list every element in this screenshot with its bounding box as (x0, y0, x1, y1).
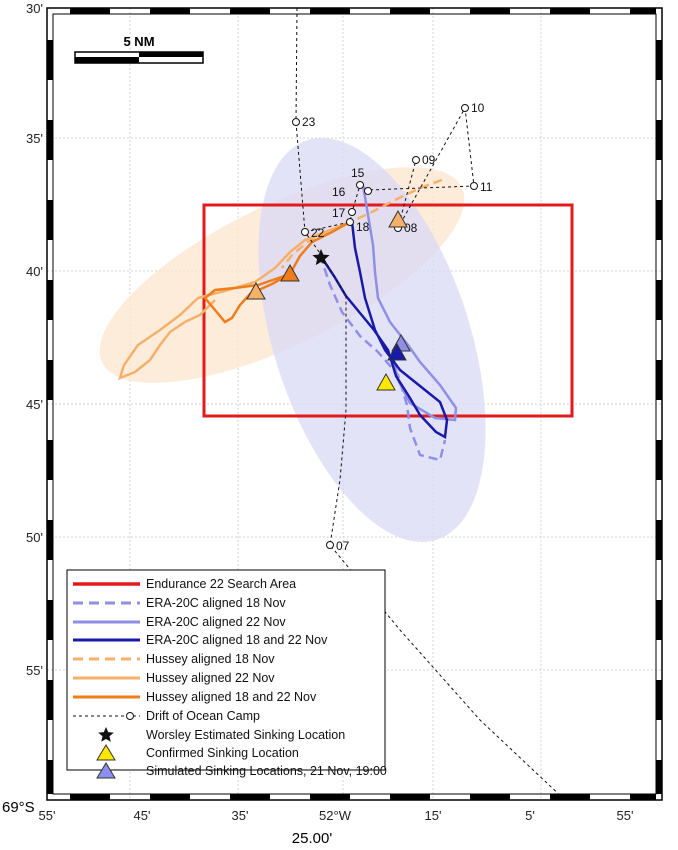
hussey-22-nov-sinking-triangle (246, 281, 266, 300)
lon-tick-label: 52°W (319, 808, 352, 823)
scale-bar: 5 NM (74, 34, 204, 64)
lon-tick-label: 55' (617, 808, 634, 823)
legend-box (66, 569, 386, 771)
camp-label: 22 (311, 226, 325, 240)
legend-label: Simulated Sinking Locations, 21 Nov, 19:… (146, 764, 387, 778)
lon-tick-label: 35' (232, 808, 249, 823)
legend-label: Drift of Ocean Camp (146, 709, 260, 723)
legend-label: Worsley Estimated Sinking Location (146, 728, 345, 742)
hussey-18-22-nov-sinking-triangle (280, 263, 300, 282)
legend-label: ERA-20C aligned 18 Nov (146, 596, 286, 610)
camp-label: 23 (302, 115, 316, 129)
map-frame-outer (46, 7, 663, 801)
legend-label: Confirmed Sinking Location (146, 746, 299, 760)
legend-label: ERA-20C aligned 22 Nov (146, 615, 286, 629)
lon-tick-label: 45' (134, 808, 151, 823)
hussey-22-nov-track (118, 220, 351, 381)
yellow-triangle-icon (96, 744, 116, 761)
open-circle-icon (126, 712, 134, 720)
open-circle-icon (412, 156, 420, 164)
open-circle-icon (348, 208, 356, 216)
camp-label: 11 (480, 180, 493, 194)
era-18-22-nov-sinking-triangle (387, 342, 407, 361)
camp-label: 09 (422, 153, 436, 167)
era-22-nov-track (361, 184, 458, 422)
confirmed-sinking-triangle (376, 372, 396, 391)
legend-label: Hussey aligned 22 Nov (146, 671, 275, 685)
open-circle-icon (301, 228, 309, 236)
corner-latitude-label: 69°S (2, 799, 35, 816)
camp-label: 07 (336, 539, 350, 553)
open-circle-icon (326, 541, 334, 549)
open-circle-icon (292, 118, 300, 126)
legend-label: Endurance 22 Search Area (146, 577, 296, 591)
lat-tick-label: 45' (26, 397, 43, 412)
lon-tick-label: 5' (525, 808, 535, 823)
camp-label: 08 (404, 221, 418, 235)
legend: Endurance 22 Search Area ERA-20C aligned… (66, 569, 387, 779)
camp-label: 16 (332, 185, 346, 199)
era-18-22-nov-track (320, 221, 449, 439)
scale-bar-label: 5 NM (123, 34, 154, 49)
camp-label: 10 (471, 101, 485, 115)
star-icon (98, 727, 114, 742)
worsley-sinking-star (312, 249, 330, 266)
ocean-camp-drift-line (295, 7, 566, 801)
open-circle-icon (356, 181, 364, 189)
lat-tick-label: 40' (26, 264, 43, 279)
hussey-18-nov-sinking-triangle (388, 209, 408, 228)
hussey-18-22-nov-track (203, 220, 351, 324)
legend-label: Hussey aligned 18 Nov (146, 652, 275, 666)
camp-label: 18 (356, 220, 370, 234)
frame-stripes (47, 8, 662, 800)
open-circle-icon (470, 182, 478, 190)
lat-tick-label: 50' (26, 530, 43, 545)
latitude-tick-labels: 30' 35' 40' 45' 50' 55' (26, 1, 43, 678)
camp-label: 15 (351, 166, 365, 180)
map-frame-inner (52, 13, 657, 795)
blue-triangle-icon (96, 762, 116, 779)
legend-label: ERA-20C aligned 18 and 22 Nov (146, 633, 328, 647)
camp-labels: 23 10 09 11 15 16 17 18 08 22 07 (302, 101, 493, 553)
longitude-tick-labels: 55' 45' 35' 52°W 15' 5' 55' (39, 808, 634, 823)
camp-label: 17 (332, 206, 346, 220)
open-circle-icon (364, 187, 372, 195)
bottom-longitude-label: 25.00' (292, 830, 333, 847)
lon-tick-label: 15' (425, 808, 442, 823)
open-circle-icon (461, 104, 469, 112)
legend-label: Hussey aligned 18 and 22 Nov (146, 690, 317, 704)
lon-tick-label: 55' (39, 808, 56, 823)
lat-tick-label: 35' (26, 131, 43, 146)
lat-tick-label: 55' (26, 663, 43, 678)
open-circle-icon (346, 218, 354, 226)
lat-tick-label: 30' (26, 1, 43, 16)
